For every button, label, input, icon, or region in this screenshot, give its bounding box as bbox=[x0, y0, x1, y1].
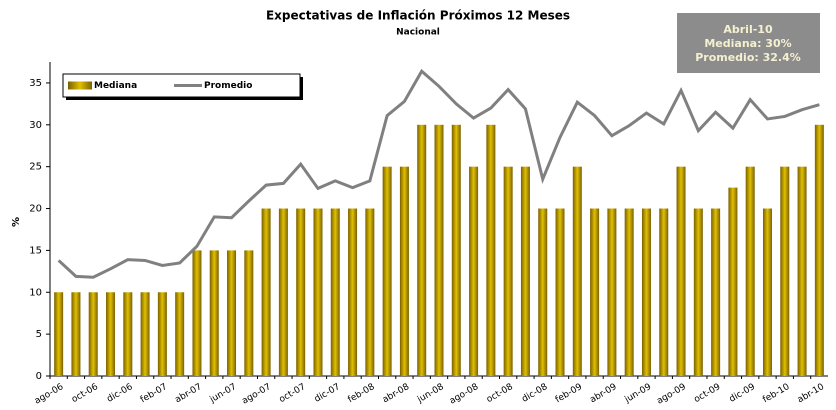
x-tick-label: ago-07 bbox=[240, 382, 272, 406]
x-tick-label: oct-08 bbox=[485, 382, 515, 405]
x-tick-label: dic-07 bbox=[313, 382, 342, 405]
bar bbox=[157, 292, 167, 376]
bar bbox=[814, 124, 824, 376]
bar bbox=[348, 208, 358, 376]
bar bbox=[780, 166, 790, 376]
x-tick-label: ago-08 bbox=[448, 382, 481, 407]
x-tick-label: jun-07 bbox=[208, 382, 239, 405]
bar bbox=[123, 292, 133, 376]
x-tick-label: dic-06 bbox=[105, 382, 134, 405]
x-tick-label: abr-08 bbox=[381, 382, 411, 405]
annotation-line: Abril-10 bbox=[723, 23, 773, 36]
bar bbox=[244, 250, 254, 376]
bar bbox=[486, 124, 496, 376]
bar bbox=[227, 250, 237, 376]
bar bbox=[106, 292, 116, 376]
chart-title: Expectativas de Inflación Próximos 12 Me… bbox=[266, 9, 570, 23]
y-tick-label: 20 bbox=[29, 204, 42, 215]
y-tick-label: 15 bbox=[29, 245, 42, 256]
bar bbox=[520, 166, 530, 376]
bar bbox=[745, 166, 755, 376]
x-tick-label: dic-09 bbox=[728, 382, 757, 405]
x-tick-label: jun-09 bbox=[623, 382, 654, 406]
bar bbox=[278, 208, 288, 376]
bar bbox=[175, 292, 185, 376]
bar bbox=[296, 208, 306, 376]
bar bbox=[88, 292, 98, 376]
x-tick-label: feb-10 bbox=[761, 382, 791, 405]
x-tick-label: oct-09 bbox=[693, 382, 723, 405]
bar bbox=[330, 208, 340, 376]
bar bbox=[313, 208, 323, 376]
bar bbox=[641, 208, 651, 376]
y-tick-label: 35 bbox=[29, 78, 42, 89]
bar bbox=[693, 208, 703, 376]
y-tick-label: 10 bbox=[29, 287, 42, 298]
x-tick-label: abr-10 bbox=[796, 382, 826, 405]
y-tick-label: 5 bbox=[36, 329, 42, 340]
x-tick-label: oct-07 bbox=[278, 382, 308, 405]
bar bbox=[728, 187, 738, 376]
x-tick-label: feb-07 bbox=[139, 382, 169, 405]
bar bbox=[711, 208, 721, 376]
bar bbox=[365, 208, 375, 376]
annotation-line: Mediana: 30% bbox=[704, 37, 791, 50]
annotation-line: Promedio: 32.4% bbox=[695, 51, 801, 64]
legend-label: Mediana bbox=[94, 81, 137, 91]
x-tick-label: feb-09 bbox=[554, 382, 584, 405]
bar bbox=[434, 124, 444, 376]
legend-label: Promedio bbox=[204, 81, 252, 91]
bar bbox=[607, 208, 617, 376]
bar bbox=[538, 208, 548, 376]
bar bbox=[399, 166, 409, 376]
bar bbox=[209, 250, 219, 376]
line bbox=[57, 68, 820, 279]
y-axis-label: % bbox=[11, 217, 22, 227]
bar bbox=[555, 208, 565, 376]
y-tick-label: 0 bbox=[36, 371, 42, 382]
x-tick-label: ago-09 bbox=[655, 382, 688, 407]
x-tick-label: feb-08 bbox=[346, 382, 376, 405]
bar bbox=[71, 292, 81, 376]
bar bbox=[503, 166, 513, 376]
bar bbox=[590, 208, 600, 376]
bar bbox=[762, 208, 772, 376]
x-tick-label: abr-09 bbox=[588, 382, 618, 405]
x-tick-label: dic-08 bbox=[520, 382, 549, 405]
x-tick-label: jun-08 bbox=[415, 382, 446, 406]
bar bbox=[54, 292, 64, 376]
x-tick-label: abr-07 bbox=[174, 382, 204, 405]
x-tick-label: ago-06 bbox=[33, 382, 66, 407]
bar bbox=[624, 208, 634, 376]
bar bbox=[417, 124, 427, 376]
y-tick-label: 25 bbox=[29, 162, 42, 173]
bar bbox=[676, 166, 686, 376]
y-tick-label: 30 bbox=[29, 120, 42, 131]
chart-subtitle: Nacional bbox=[396, 28, 440, 38]
bar bbox=[469, 166, 479, 376]
bar bbox=[261, 208, 271, 376]
legend-swatch bbox=[68, 81, 92, 90]
annotation-box bbox=[677, 13, 820, 73]
bar bbox=[451, 124, 461, 376]
bar bbox=[192, 250, 202, 376]
bar bbox=[382, 166, 392, 376]
bar bbox=[572, 166, 582, 376]
bar bbox=[659, 208, 669, 376]
x-tick-label: oct-06 bbox=[70, 382, 100, 405]
bar bbox=[797, 166, 807, 376]
bar bbox=[140, 292, 150, 376]
